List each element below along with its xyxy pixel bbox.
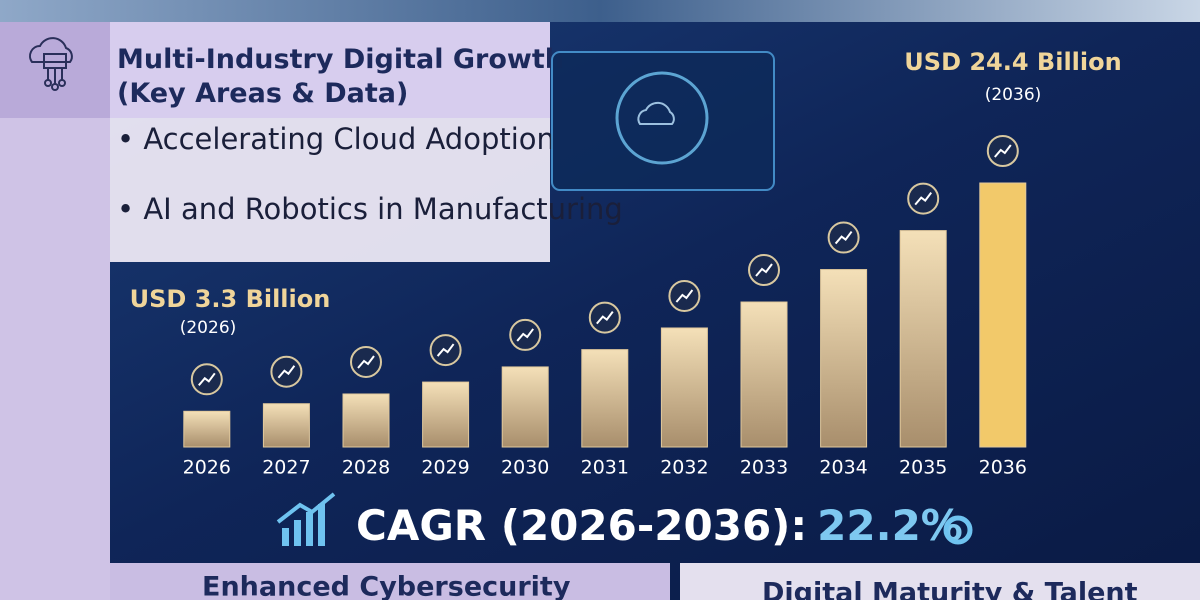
bar bbox=[581, 349, 629, 448]
icon-arrow bbox=[277, 365, 296, 379]
growth-icon bbox=[509, 318, 542, 351]
left-strip bbox=[0, 22, 110, 600]
icon-arrow bbox=[198, 372, 216, 386]
value-label: USD 24.4 Billion bbox=[904, 48, 1121, 76]
growth-icon bbox=[827, 221, 860, 254]
growth-icon bbox=[986, 135, 1019, 167]
x-tick-label: 2027 bbox=[262, 457, 310, 479]
x-tick-label: 2032 bbox=[660, 457, 708, 479]
icon-arrow bbox=[914, 192, 932, 206]
x-tick-label: 2033 bbox=[740, 457, 788, 479]
growth-icon bbox=[588, 301, 621, 334]
icon-arrow bbox=[357, 355, 375, 369]
icon-arrow bbox=[436, 343, 455, 357]
growth-icon bbox=[748, 254, 780, 287]
x-tick-label: 2034 bbox=[819, 457, 867, 479]
highlights-panel bbox=[110, 118, 550, 262]
growth-icon bbox=[907, 182, 940, 215]
highlight: • Accelerating Cloud Adoption bbox=[117, 122, 555, 156]
bar bbox=[422, 381, 470, 448]
bar bbox=[183, 410, 231, 448]
growth-icon bbox=[350, 345, 382, 378]
dashboard-graphic bbox=[551, 51, 775, 191]
icon-arrow bbox=[994, 144, 1012, 158]
icon-arrow bbox=[516, 328, 534, 342]
trend-icon bbox=[276, 492, 336, 546]
top-strip bbox=[0, 0, 1200, 22]
bar bbox=[262, 403, 310, 448]
footer-panel bbox=[110, 563, 670, 600]
growth-icon bbox=[429, 334, 462, 367]
icon-arrow bbox=[596, 311, 614, 325]
bar bbox=[979, 182, 1027, 448]
bar bbox=[660, 327, 708, 448]
x-tick-label: 2029 bbox=[421, 457, 469, 479]
x-tick-label: 2031 bbox=[581, 457, 629, 479]
bar bbox=[740, 301, 788, 448]
annotation: (2026) bbox=[180, 318, 237, 338]
bar bbox=[820, 269, 868, 448]
growth-icon bbox=[270, 355, 303, 388]
growth-icon bbox=[190, 363, 223, 396]
gear-icon bbox=[943, 515, 973, 545]
x-tick-label: 2035 bbox=[899, 457, 947, 479]
icon-arrow bbox=[834, 230, 853, 245]
icon-arrow bbox=[675, 289, 694, 303]
chart-title: Multi-Industry Digital Growth (Key Areas … bbox=[117, 44, 564, 109]
cloud-icon bbox=[29, 37, 73, 91]
title-panel bbox=[110, 22, 550, 118]
x-tick-label: 2028 bbox=[342, 457, 390, 479]
x-tick-label: 2036 bbox=[979, 457, 1027, 479]
icon-arrow bbox=[755, 263, 773, 277]
bar bbox=[899, 230, 947, 448]
footer-item: Digital Maturity & Talent bbox=[762, 578, 1138, 600]
annotation: (2036) bbox=[985, 85, 1042, 105]
bar bbox=[342, 393, 390, 448]
x-tick-label: 2030 bbox=[501, 457, 549, 479]
highlight: • AI and Robotics in Manufacturing bbox=[117, 192, 623, 226]
cagr-label: CAGR (2026-2036): 22.2% bbox=[356, 501, 963, 550]
footer-item: Enhanced Cybersecurity bbox=[202, 572, 571, 600]
bar bbox=[501, 366, 549, 448]
value-label: USD 3.3 Billion bbox=[130, 285, 331, 313]
x-tick-label: 2026 bbox=[183, 457, 231, 479]
growth-icon bbox=[668, 279, 701, 312]
footer-panel bbox=[680, 563, 1200, 600]
